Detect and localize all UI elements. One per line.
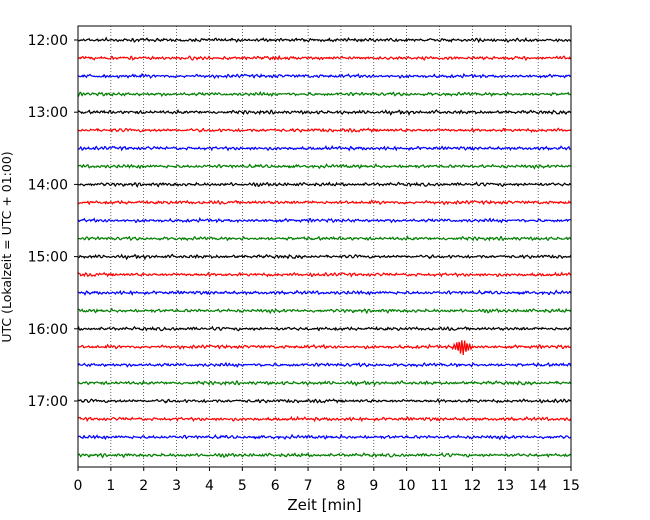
x-tick-label: 13 [496,478,514,494]
trace-1200 [77,36,571,44]
trace-1500 [77,253,572,261]
trace-1515 [77,271,572,278]
x-tick-label: 2 [139,478,148,494]
trace-1415 [77,199,572,206]
x-tick-label: 4 [205,478,214,494]
x-tick-label: 15 [562,478,580,494]
x-axis-label: Zeit [min] [287,496,361,514]
trace-1730 [77,433,572,441]
x-ticks: 0 1 2 3 4 5 6 7 8 9 10 11 12 13 14 15 [74,467,580,494]
y-axis-label: UTC (Lokalzeit = UTC + 01:00) [0,151,14,342]
trace-1545 [77,307,572,315]
x-tick-label: 12 [463,478,481,494]
trace-1400 [77,181,572,188]
y-tick-label: 14:00 [28,177,68,193]
traces [77,36,572,459]
y-tick-label: 13:00 [28,105,68,121]
x-tick-label: 5 [238,478,247,494]
x-tick-label: 8 [336,478,345,494]
y-ticks: 12:00 13:00 14:00 15:00 16:00 17:00 [28,33,78,410]
trace-1300 [77,108,572,117]
trace-1430 [77,217,572,224]
x-tick-label: 9 [369,478,378,494]
y-tick-label: 15:00 [28,250,68,266]
trace-1600 [77,325,572,332]
y-tick-label: 17:00 [28,394,68,410]
y-tick-label: 16:00 [28,322,68,338]
trace-1315 [77,127,572,134]
trace-1530 [78,289,572,297]
y-tick-label: 12:00 [28,33,68,49]
x-tick-label: 0 [74,478,83,494]
x-tick-label: 7 [304,478,313,494]
trace-1645 [77,379,572,387]
trace-1230 [77,72,572,80]
x-tick-label: 10 [398,478,416,494]
trace-1445 [77,235,572,242]
x-tick-label: 6 [271,478,280,494]
trace-1700 [77,397,572,404]
x-tick-label: 1 [106,478,115,494]
x-tick-label: 14 [529,478,547,494]
trace-1630 [77,361,572,368]
trace-1215 [77,54,572,62]
trace-1745 [77,451,572,459]
plot-frame [77,25,572,468]
trace-1330 [77,144,572,152]
trace-1245 [77,90,572,98]
x-tick-label: 11 [431,478,449,494]
trace-1715 [77,415,572,423]
trace-1615 [77,340,572,355]
x-tick-label: 3 [172,478,181,494]
trace-1345 [77,162,572,170]
